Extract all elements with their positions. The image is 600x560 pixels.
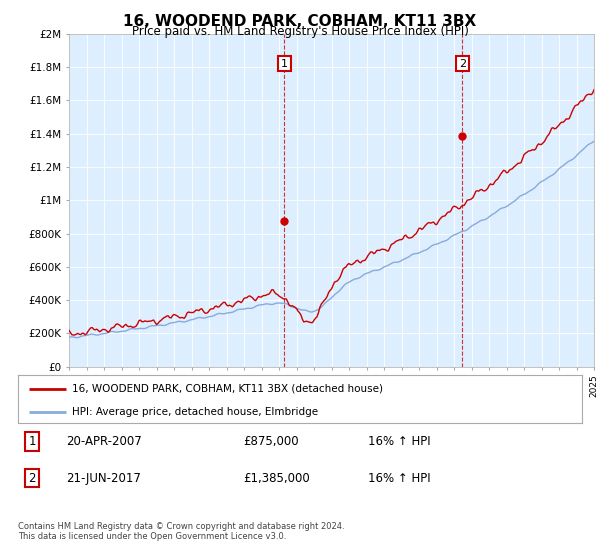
Text: 2: 2 [458, 59, 466, 68]
Text: 20-APR-2007: 20-APR-2007 [66, 435, 142, 448]
Text: 16, WOODEND PARK, COBHAM, KT11 3BX: 16, WOODEND PARK, COBHAM, KT11 3BX [124, 14, 476, 29]
Text: 2: 2 [28, 472, 36, 484]
Text: 16% ↑ HPI: 16% ↑ HPI [368, 472, 430, 484]
Text: 1: 1 [28, 435, 36, 448]
Text: 21-JUN-2017: 21-JUN-2017 [66, 472, 141, 484]
Text: 1: 1 [281, 59, 288, 68]
Text: Contains HM Land Registry data © Crown copyright and database right 2024.
This d: Contains HM Land Registry data © Crown c… [18, 522, 344, 542]
Text: £1,385,000: £1,385,000 [244, 472, 310, 484]
Text: 16, WOODEND PARK, COBHAM, KT11 3BX (detached house): 16, WOODEND PARK, COBHAM, KT11 3BX (deta… [71, 384, 383, 394]
Text: £875,000: £875,000 [244, 435, 299, 448]
Text: HPI: Average price, detached house, Elmbridge: HPI: Average price, detached house, Elmb… [71, 407, 318, 417]
Text: Price paid vs. HM Land Registry's House Price Index (HPI): Price paid vs. HM Land Registry's House … [131, 25, 469, 38]
Text: 16% ↑ HPI: 16% ↑ HPI [368, 435, 430, 448]
